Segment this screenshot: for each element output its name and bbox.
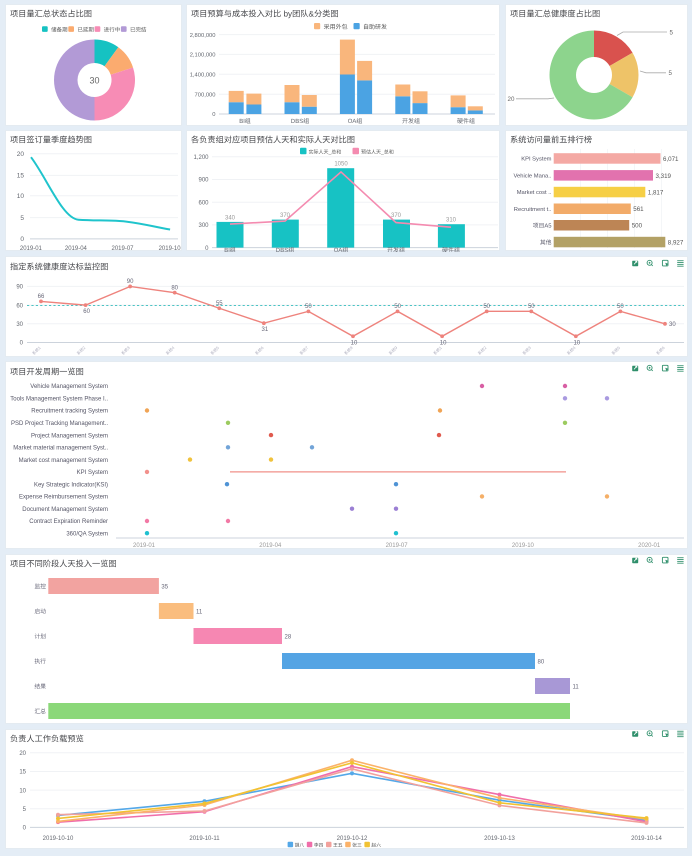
svg-text:8,927: 8,927 [668,239,684,246]
svg-text:2019-07: 2019-07 [385,543,408,549]
svg-text:1,817: 1,817 [648,189,664,196]
svg-text:Key Strategic Indicator(KSI): Key Strategic Indicator(KSI) [33,482,107,488]
svg-text:60: 60 [16,303,23,309]
svg-text:360/QA System: 360/QA System [66,531,108,537]
svg-text:2019-10: 2019-10 [158,246,181,252]
svg-text:2020-01: 2020-01 [638,543,661,549]
svg-text:80: 80 [537,659,544,665]
svg-text:10: 10 [16,193,24,200]
svg-text:2,100,000: 2,100,000 [190,53,216,59]
svg-text:Tools Management System Phase: Tools Management System Phase I.. [10,397,108,403]
svg-text:Expense Reimbursement System: Expense Reimbursement System [18,495,107,501]
svg-text:2019-04: 2019-04 [259,543,282,549]
svg-text:20: 20 [16,151,24,158]
svg-text:55: 55 [215,301,222,307]
svg-text:Contract Expiration Reminder: Contract Expiration Reminder [29,519,108,525]
svg-text:0: 0 [22,825,26,831]
svg-text:561: 561 [633,206,644,213]
svg-text:50: 50 [527,304,534,310]
svg-text:2019-01: 2019-01 [19,246,42,252]
svg-text:Market cost ..: Market cost .. [517,190,552,196]
svg-text:10: 10 [573,340,580,346]
svg-text:2019-01: 2019-01 [132,543,155,549]
svg-text:5: 5 [670,30,674,37]
svg-text:10: 10 [439,340,446,346]
svg-text:Market material management Sys: Market material management Syst.. [13,446,108,452]
svg-text:50: 50 [617,304,624,310]
svg-text:10: 10 [19,788,26,794]
svg-text:310: 310 [446,218,457,224]
svg-text:1,400,000: 1,400,000 [190,73,216,79]
svg-text:2019-10-13: 2019-10-13 [484,836,515,842]
svg-text:500: 500 [632,223,643,230]
svg-text:KPI System: KPI System [76,470,107,476]
svg-text:30: 30 [89,75,99,85]
svg-text:0: 0 [19,341,23,347]
svg-text:600: 600 [198,200,209,206]
svg-text:900: 900 [198,178,209,184]
svg-text:2019-10-12: 2019-10-12 [336,836,367,842]
svg-text:66: 66 [37,294,44,300]
svg-text:10: 10 [350,340,357,346]
svg-text:2019-07: 2019-07 [111,246,134,252]
svg-text:340: 340 [225,215,236,221]
svg-text:Recruitment tracking System: Recruitment tracking System [31,409,108,415]
svg-text:2019-10-10: 2019-10-10 [42,836,73,842]
svg-text:11: 11 [196,609,203,615]
svg-text:15: 15 [19,769,26,775]
svg-text:370: 370 [391,213,402,219]
svg-text:1050: 1050 [334,162,348,168]
svg-text:0: 0 [20,236,24,243]
svg-text:28: 28 [284,634,291,640]
svg-text:Vehicle Management System: Vehicle Management System [30,384,108,390]
svg-text:PSD Project Tracking Managemen: PSD Project Tracking Management.. [10,421,107,427]
svg-text:60: 60 [83,309,90,315]
svg-text:700,000: 700,000 [195,92,216,98]
svg-text:30: 30 [669,322,676,328]
svg-text:3,319: 3,319 [656,173,672,180]
svg-text:15: 15 [16,173,24,180]
svg-text:Recruitment t..: Recruitment t.. [514,207,552,213]
svg-text:90: 90 [126,279,133,285]
svg-text:31: 31 [261,327,268,333]
svg-text:50: 50 [305,304,312,310]
svg-text:2019-10-11: 2019-10-11 [189,836,220,842]
svg-text:6,071: 6,071 [663,156,679,163]
svg-text:1,200: 1,200 [193,155,209,161]
svg-text:30: 30 [16,322,23,328]
svg-text:50: 50 [394,304,401,310]
svg-text:5: 5 [669,70,673,77]
svg-text:80: 80 [171,286,178,292]
svg-text:Market cost management System: Market cost management System [18,458,107,464]
svg-text:11: 11 [572,684,579,690]
svg-text:Document Management System: Document Management System [22,507,108,513]
svg-text:50: 50 [483,304,490,310]
svg-text:370: 370 [280,213,291,219]
svg-text:35: 35 [161,584,168,590]
svg-text:5: 5 [20,215,24,222]
svg-text:2019-10: 2019-10 [511,543,534,549]
svg-text:0: 0 [205,246,209,252]
svg-text:2019-04: 2019-04 [64,246,87,252]
svg-text:20: 20 [508,96,515,103]
svg-text:Project Management System: Project Management System [30,433,107,439]
svg-text:2,800,000: 2,800,000 [190,33,216,39]
svg-text:2019-10-14: 2019-10-14 [631,836,662,842]
svg-text:0: 0 [212,112,215,118]
svg-text:20: 20 [19,751,26,757]
svg-text:90: 90 [16,285,23,291]
svg-text:KPI System: KPI System [521,157,551,163]
svg-text:300: 300 [198,223,209,229]
svg-text:5: 5 [22,807,26,813]
svg-text:Vehicle Mana..: Vehicle Mana.. [513,174,551,180]
